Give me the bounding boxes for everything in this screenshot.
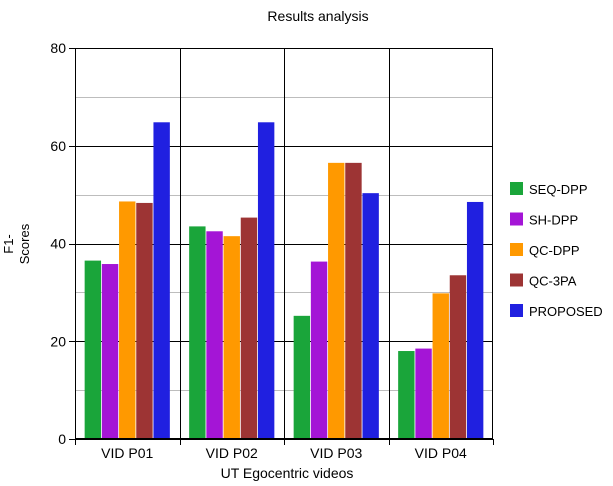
- bar-sh-dpp-2: [206, 231, 223, 439]
- bar-seq-dpp-4: [398, 351, 415, 439]
- y-tick-label: 0: [58, 431, 66, 447]
- plot-area: [75, 48, 493, 440]
- chart-title: Results analysis: [267, 8, 368, 24]
- bar-seq-dpp-3: [293, 315, 311, 439]
- x-category-label: VID P04: [415, 445, 467, 461]
- bar-sh-dpp-1: [101, 264, 119, 439]
- legend-label-proposed: PROPOSED: [529, 304, 603, 319]
- x-category-label: VID P02: [206, 445, 258, 461]
- bar-qc-dpp-2: [223, 236, 240, 439]
- plot-border: [75, 48, 493, 439]
- bar-proposed-2: [257, 122, 275, 439]
- x-category-label: VID P03: [310, 445, 362, 461]
- bar-proposed-1: [153, 122, 170, 439]
- y-axis-label-line-2: Scores: [17, 223, 32, 264]
- x-category-label: VID P01: [101, 445, 153, 461]
- legend-label-qc-dpp: QC-DPP: [529, 243, 580, 258]
- bar-seq-dpp-2: [189, 226, 206, 439]
- legend-label-seq-dpp: SEQ-DPP: [529, 182, 588, 197]
- x-axis-label: UT Egocentric videos: [221, 465, 354, 481]
- legend-swatch-qc-3pa: [510, 273, 523, 287]
- legend-swatch-sh-dpp: [510, 212, 523, 226]
- bar-proposed-4: [466, 201, 484, 439]
- bar-qc-3pa-2: [240, 217, 258, 439]
- bar-qc-3pa-4: [449, 275, 467, 439]
- bar-seq-dpp-1: [84, 260, 102, 439]
- bar-qc-dpp-1: [119, 201, 136, 439]
- y-tick-label: 20: [50, 333, 66, 349]
- legend-label-sh-dpp: SH-DPP: [529, 213, 578, 228]
- y-tick-label: 40: [50, 236, 66, 252]
- legend: SEQ-DPP SH-DPP QC-DPP QC-3PA PROPOSED: [510, 182, 603, 319]
- bar-sh-dpp-3: [310, 261, 328, 439]
- bar-qc-3pa-1: [136, 202, 153, 439]
- legend-swatch-qc-dpp: [510, 243, 523, 256]
- y-axis-ticks: 0 20 40 60 80: [50, 40, 75, 447]
- x-axis-categories: VID P01 VID P02 VID P03 VID P04: [75, 439, 494, 461]
- legend-label-qc-3pa: QC-3PA: [529, 274, 577, 289]
- bar-qc-dpp-4: [432, 293, 449, 439]
- y-axis-label-line-1: F1-: [1, 234, 16, 254]
- y-tick-label: 80: [50, 40, 66, 56]
- bar-qc-dpp-3: [328, 162, 345, 439]
- legend-swatch-seq-dpp: [510, 182, 523, 195]
- bar-sh-dpp-4: [415, 348, 432, 439]
- bar-qc-3pa-3: [345, 162, 362, 439]
- legend-swatch-proposed: [510, 304, 523, 317]
- bar-proposed-3: [362, 193, 379, 439]
- y-tick-label: 60: [50, 138, 66, 154]
